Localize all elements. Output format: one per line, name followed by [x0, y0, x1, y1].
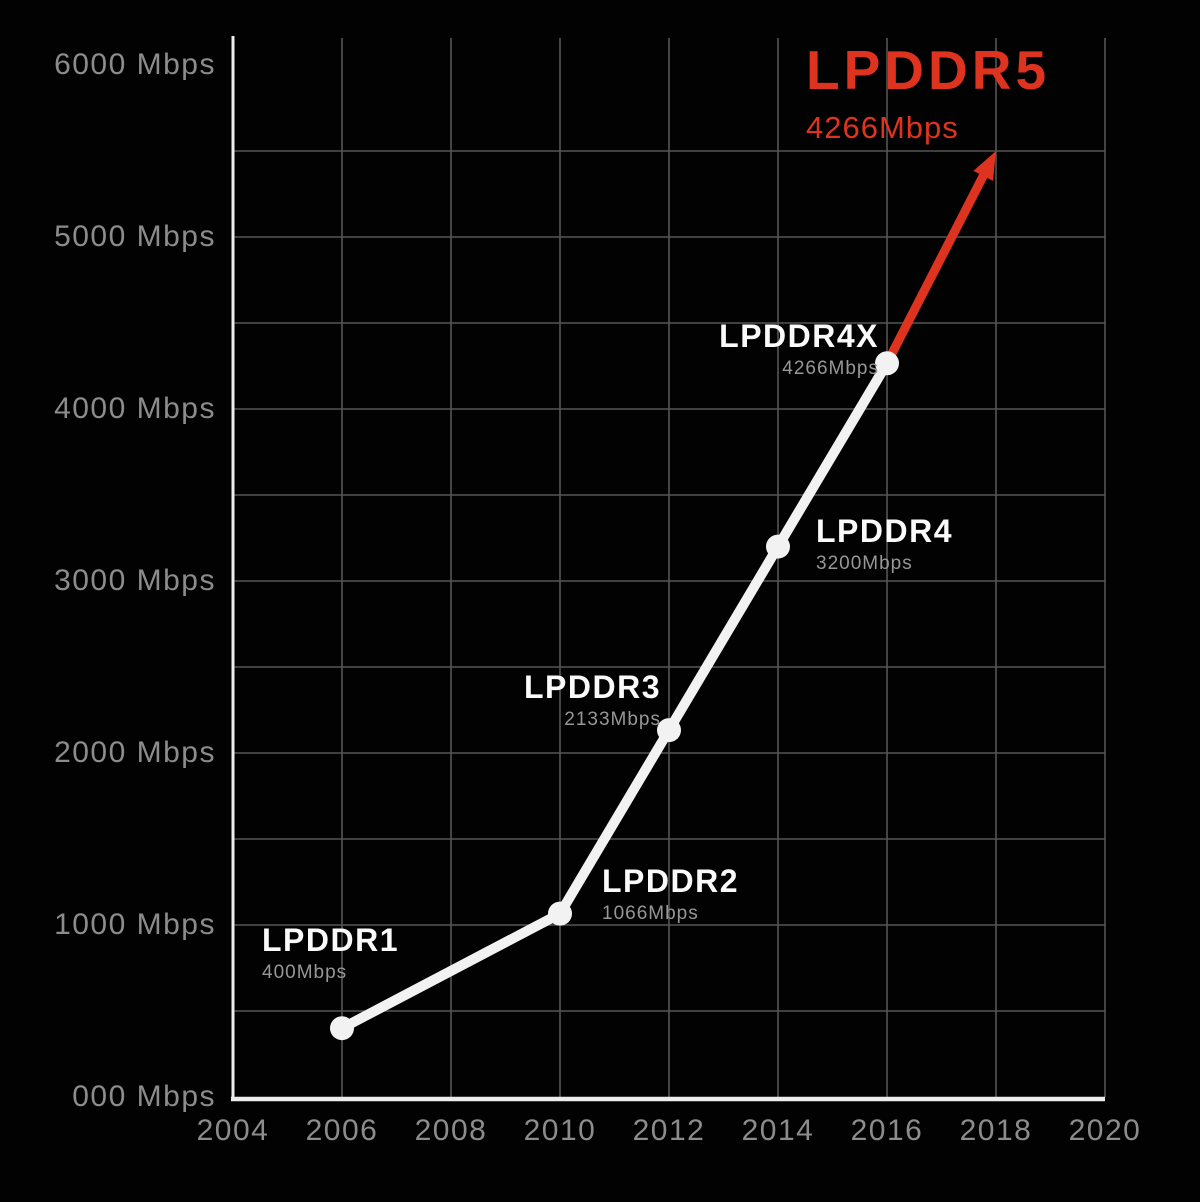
y-tick-label-3000: 3000 Mbps	[54, 564, 216, 597]
point-name-lpddr1: LPDDR1	[262, 922, 400, 959]
x-tick-label-2004: 2004	[196, 1114, 270, 1147]
point-label-lpddr1: LPDDR1 400Mbps	[262, 923, 399, 985]
point-speed-lpddr4x: 4266Mbps	[782, 358, 879, 380]
point-name-lpddr3: LPDDR3	[523, 669, 661, 706]
point-label-lpddr4: LPDDR4 3200Mbps	[816, 514, 953, 576]
lpddr5-annotation-speed: 4266Mbps	[806, 110, 959, 145]
lpddr5-annotation: LPDDR5 4266Mbps	[806, 40, 1050, 146]
point-label-lpddr4x: LPDDR4X 4266Mbps	[719, 319, 879, 381]
data-point-lpddr4x	[875, 351, 899, 376]
x-tick-label-2016: 2016	[850, 1114, 924, 1147]
y-tick-label-6000: 6000 Mbps	[54, 48, 216, 81]
x-tick-label-2018: 2018	[959, 1114, 1033, 1147]
point-name-lpddr4: LPDDR4	[816, 512, 954, 549]
data-point-lpddr4	[766, 534, 790, 559]
lpddr5-annotation-title: LPDDR5	[806, 39, 1051, 101]
lpddr5-arrowhead	[973, 151, 996, 181]
y-tick-label-1000: 1000 Mbps	[54, 908, 216, 941]
x-tick-label-2020: 2020	[1068, 1114, 1142, 1147]
point-speed-lpddr3: 2133Mbps	[564, 709, 661, 731]
point-name-lpddr4x: LPDDR4X	[719, 318, 879, 355]
data-point-lpddr2	[548, 901, 572, 926]
y-tick-label-5000: 5000 Mbps	[54, 220, 216, 253]
y-tick-label-4000: 4000 Mbps	[54, 392, 216, 425]
x-tick-label-2006: 2006	[305, 1114, 379, 1147]
gridlines	[233, 38, 1106, 1097]
point-speed-lpddr4: 3200Mbps	[816, 552, 913, 574]
point-label-lpddr3: LPDDR3 2133Mbps	[524, 670, 661, 732]
point-label-lpddr2: LPDDR2 1066Mbps	[602, 864, 739, 926]
point-speed-lpddr1: 400Mbps	[262, 962, 348, 984]
x-tick-label-2014: 2014	[741, 1114, 815, 1147]
y-tick-label-2000: 2000 Mbps	[54, 736, 216, 769]
lpddr5-arrow-line	[882, 171, 988, 368]
x-tick-label-2008: 2008	[414, 1114, 488, 1147]
point-speed-lpddr2: 1066Mbps	[602, 902, 699, 924]
x-tick-label-2012: 2012	[632, 1114, 706, 1147]
data-point-lpddr1	[330, 1016, 354, 1041]
y-tick-label-0: 000 Mbps	[72, 1080, 216, 1113]
data-point-lpddr3	[657, 718, 681, 743]
x-tick-label-2010: 2010	[523, 1114, 597, 1147]
point-name-lpddr2: LPDDR2	[602, 862, 740, 899]
